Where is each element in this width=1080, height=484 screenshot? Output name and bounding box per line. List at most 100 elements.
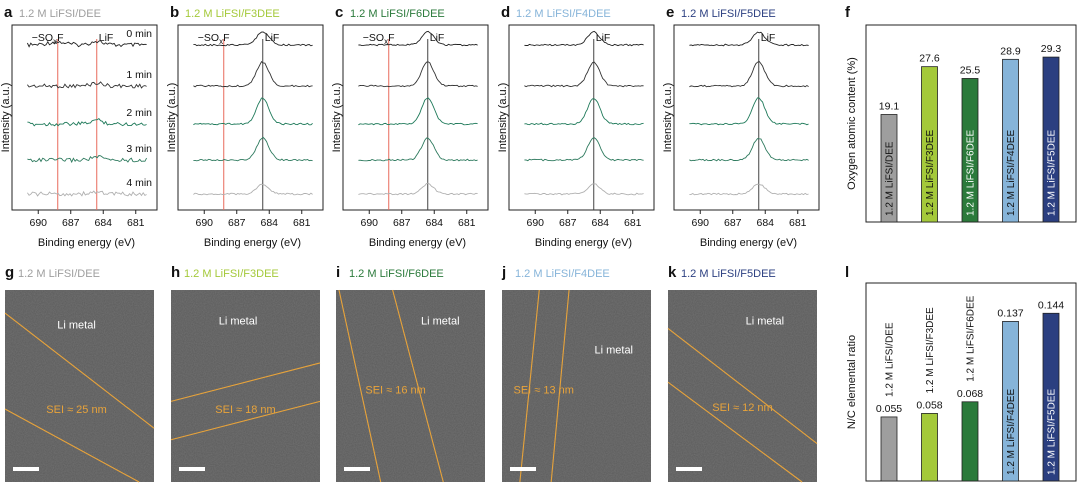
spectrum-trace bbox=[524, 30, 644, 47]
sem-panel-g: g 1.2 M LiFSI/DEE Li metal SEI ≈ 25 nm bbox=[4, 264, 155, 483]
bar-value-label: 19.1 bbox=[879, 100, 900, 112]
li-metal-label: Li metal bbox=[746, 316, 785, 328]
panel-letter: k bbox=[668, 264, 677, 281]
sem-panel-i: i 1.2 M LiFSI/F6DEE Li metal SEI ≈ 16 nm bbox=[336, 264, 485, 483]
bar-category-label: 1.2 M LiFSI/F3DEE bbox=[925, 130, 936, 216]
bar bbox=[921, 413, 938, 482]
bar bbox=[921, 66, 938, 223]
bar-value-label: 28.9 bbox=[1000, 45, 1021, 57]
panel-title: 1.2 M LiFSI/F6DEE bbox=[349, 268, 444, 280]
panel-title: 1.2 M LiFSI/F4DEE bbox=[515, 268, 610, 280]
x-tick-label: 690 bbox=[360, 217, 378, 229]
bar-category-label: 1.2 M LiFSI/F4DEE bbox=[1006, 130, 1017, 216]
x-tick-label: 687 bbox=[559, 217, 577, 229]
x-tick-label: 690 bbox=[526, 217, 544, 229]
bar-category-label: 1.2 M LiFSI/DEE bbox=[885, 141, 896, 216]
plot-frame bbox=[342, 24, 489, 211]
bar-value-label: 27.6 bbox=[919, 53, 940, 65]
bar-value-label: 0.144 bbox=[1038, 299, 1064, 311]
bar-category-label: 1.2 M LiFSI/F3DEE bbox=[925, 307, 936, 393]
lif-annotation: LiF bbox=[99, 32, 114, 44]
spectrum-trace bbox=[689, 97, 809, 126]
bar-charts: f Oxygen atomic content (%) 19.1 1.2 M LiFS… bbox=[845, 4, 1077, 482]
sem-images-row: g 1.2 M LiFSI/DEE Li metal SEI ≈ 25 nm h 1.2 … bbox=[4, 264, 818, 483]
sei-boundary-line bbox=[338, 289, 382, 483]
spectrum-trace bbox=[358, 61, 478, 88]
spectrum-trace bbox=[689, 31, 809, 47]
x-tick-label: 690 bbox=[691, 217, 709, 229]
x-tick-label: 684 bbox=[94, 217, 112, 229]
sox-annotation: −SOxF bbox=[32, 32, 64, 46]
xps-panel-a: a 1.2 M LiFSI/DEE 690 687 684 681 Binding ener… bbox=[0, 4, 158, 249]
x-tick-label: 687 bbox=[62, 217, 80, 229]
bar-value-label: 0.058 bbox=[916, 399, 942, 411]
x-tick-label: 681 bbox=[789, 217, 807, 229]
spectrum-trace bbox=[193, 61, 313, 88]
bar-value-label: 0.068 bbox=[957, 388, 983, 400]
sei-thickness-label: SEI ≈ 16 nm bbox=[365, 385, 425, 397]
x-tick-label: 681 bbox=[458, 217, 476, 229]
xps-panel-d: d 1.2 M LiFSI/F4DEE 690 687 684 681 Binding en… bbox=[497, 4, 655, 249]
x-tick-label: 681 bbox=[624, 217, 642, 229]
sei-boundary-line bbox=[4, 312, 155, 429]
spectrum-trace bbox=[524, 98, 644, 126]
y-axis-label: Oxygen atomic content (%) bbox=[846, 57, 858, 190]
x-axis-label: Binding energy (eV) bbox=[369, 237, 466, 249]
spectrum-trace bbox=[27, 118, 147, 127]
spectrum-trace bbox=[27, 81, 147, 89]
y-axis-label: N/C elemental ratio bbox=[846, 335, 858, 429]
bar-chart-l: l N/C elemental ratio 0.055 1.2 M LiFSI/DEE… bbox=[845, 264, 1077, 482]
sei-boundary-line bbox=[392, 289, 444, 483]
scale-bar bbox=[510, 467, 536, 471]
y-axis-label: Intensity (a.u.) bbox=[0, 83, 12, 153]
bar-value-label: 29.3 bbox=[1041, 43, 1062, 55]
y-axis-label: Intensity (a.u.) bbox=[662, 83, 674, 153]
bar bbox=[961, 78, 979, 223]
sei-thickness-label: SEI ≈ 18 nm bbox=[215, 404, 275, 416]
panel-title: 1.2 M LiFSI/F4DEE bbox=[516, 8, 611, 20]
spectrum-trace bbox=[358, 97, 478, 126]
time-label: 2 min bbox=[126, 107, 152, 119]
time-label: 1 min bbox=[126, 69, 152, 81]
panel-letter: i bbox=[336, 264, 340, 281]
bar-category-label: 1.2 M LiFSI/DEE bbox=[885, 322, 896, 397]
li-metal-label: Li metal bbox=[421, 316, 460, 328]
xps-panel-b: b 1.2 M LiFSI/F3DEE 690 687 684 681 Binding en… bbox=[166, 4, 324, 249]
sei-boundary-line bbox=[170, 362, 321, 402]
panel-letter: e bbox=[666, 4, 674, 21]
panel-letter: g bbox=[5, 264, 14, 281]
panel-title: 1.2 M LiFSI/DEE bbox=[19, 8, 101, 20]
x-tick-label: 681 bbox=[293, 217, 311, 229]
sox-annotation: −SOxF bbox=[198, 32, 230, 46]
panel-letter: a bbox=[4, 4, 13, 21]
panel-letter: h bbox=[171, 264, 180, 281]
spectrum-trace bbox=[358, 137, 478, 162]
sem-panel-j: j 1.2 M LiFSI/F4DEE Li metal SEI ≈ 13 nm bbox=[501, 264, 651, 483]
y-axis-label: Intensity (a.u.) bbox=[166, 83, 178, 153]
li-metal-label: Li metal bbox=[219, 316, 258, 328]
spectrum-trace bbox=[27, 155, 147, 164]
spectrum-trace bbox=[193, 31, 313, 47]
x-axis-label: Binding energy (eV) bbox=[700, 237, 797, 249]
y-axis-label: Intensity (a.u.) bbox=[331, 83, 343, 153]
bar bbox=[880, 416, 898, 482]
sei-boundary-line bbox=[667, 327, 818, 445]
x-axis-label: Binding energy (eV) bbox=[535, 237, 632, 249]
spectrum-trace bbox=[193, 97, 313, 126]
bar-category-label: 1.2 M LiFSI/F4DEE bbox=[1006, 389, 1017, 475]
x-tick-label: 684 bbox=[591, 217, 609, 229]
sei-boundary-line bbox=[170, 400, 321, 441]
spectrum-trace bbox=[689, 138, 809, 162]
spectrum-trace bbox=[358, 30, 478, 47]
spectrum-trace bbox=[689, 60, 809, 88]
bar bbox=[1002, 321, 1019, 482]
sem-texture bbox=[502, 290, 651, 482]
sox-annotation: −SOxF bbox=[363, 32, 395, 46]
sem-panel-h: h 1.2 M LiFSI/F3DEE Li metal SEI ≈ 18 nm bbox=[170, 264, 321, 482]
bar-category-label: 1.2 M LiFSI/F5DEE bbox=[1047, 130, 1058, 216]
spectrum-trace bbox=[193, 183, 313, 196]
bar bbox=[880, 114, 898, 223]
lif-annotation: LiF bbox=[430, 32, 445, 44]
bar-value-label: 0.055 bbox=[876, 403, 902, 415]
